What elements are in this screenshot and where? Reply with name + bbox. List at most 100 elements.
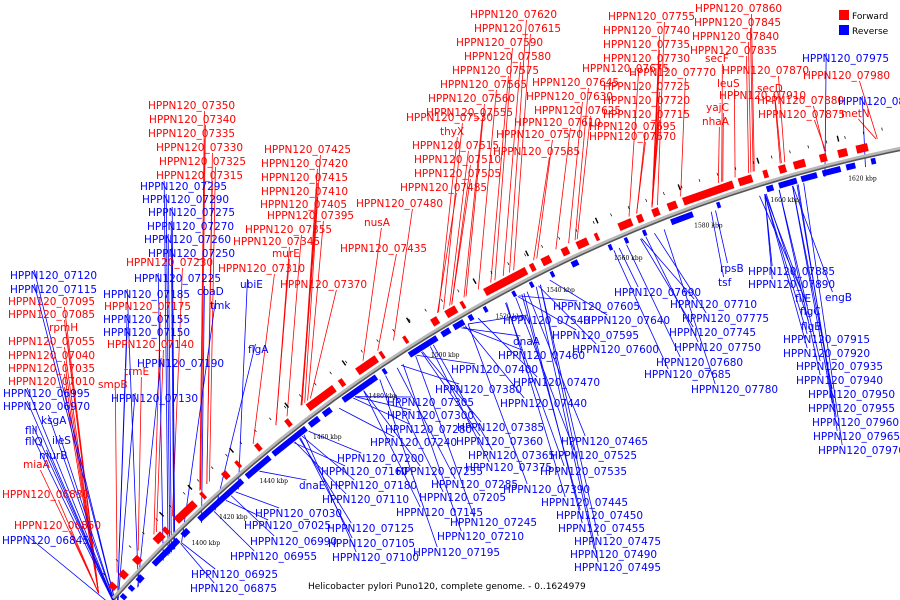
reverse-leader-line <box>759 195 803 294</box>
scale-ticks: 1400 kbp 1420 kbp 1440 kbp 1460 kbp 1480 kbp… <box>102 127 883 576</box>
scale-tick-minor <box>592 220 595 224</box>
forward-gene-label: HPPN120_07310 <box>218 263 305 275</box>
reverse-leader-line <box>259 470 307 481</box>
reverse-gene-feature <box>180 527 191 538</box>
forward-leader-line <box>114 389 118 573</box>
reverse-gene-label: HPPN120_07745 <box>669 327 756 339</box>
forward-gene-label: HPPN120_07510 <box>414 154 501 166</box>
forward-gene-feature <box>402 335 410 344</box>
scale-tick-minor <box>440 298 443 302</box>
forward-gene-label: HPPN120_07870 <box>722 65 809 77</box>
reverse-leader-line <box>338 407 395 438</box>
reverse-gene-label: HPPN120_07115 <box>10 284 97 296</box>
reverse-leader-line <box>165 193 171 554</box>
scale-label: 1560 kbp <box>614 255 643 262</box>
reverse-gene-label: ksgA <box>41 415 67 427</box>
reverse-gene-label: HPPN120_06925 <box>191 569 278 581</box>
reverse-gene-label: HPPN120_07305 <box>387 397 474 409</box>
scale-label: 1500 kbp <box>431 352 460 359</box>
reverse-gene-feature <box>821 166 842 177</box>
forward-leader-line <box>751 13 755 172</box>
reverse-leader-line <box>764 194 808 335</box>
forward-gene-label: HPPN120_06880 <box>2 489 89 501</box>
reverse-gene-label: HPPN120_07185 <box>103 289 190 301</box>
scale-label: 1600 kbp <box>771 197 800 204</box>
reverse-leader-line <box>663 229 716 385</box>
forward-gene-feature <box>107 581 118 592</box>
forward-gene-feature <box>378 350 386 360</box>
reverse-leader-line <box>308 430 362 454</box>
reverse-leader-line <box>25 534 106 600</box>
reverse-gene-label: HPPN120_07955 <box>808 403 895 415</box>
forward-gene-feature <box>152 531 166 545</box>
reverse-gene-label: HPPN120_07125 <box>327 523 414 535</box>
reverse-gene-label: HPPN120_07680 <box>656 357 743 369</box>
forward-leader-line <box>773 93 781 164</box>
reverse-leader-line <box>432 344 493 451</box>
forward-leader-line <box>477 89 497 290</box>
forward-leader-line <box>651 119 660 208</box>
forward-gene-label: HPPN120_07345 <box>233 236 320 248</box>
reverse-leader-line <box>33 269 116 600</box>
reverse-leader-line <box>792 185 833 293</box>
scale-tick-major <box>158 511 165 517</box>
reverse-gene-label: HPPN120_07190 <box>137 358 224 370</box>
reverse-gene-label: HPPN120_07150 <box>103 327 190 339</box>
scale-tick-minor <box>102 572 106 576</box>
reverse-gene-label: rpsB <box>720 263 744 275</box>
forward-gene-label: HPPN120_07570 <box>496 129 583 141</box>
reverse-gene-label: HPPN120_07130 <box>111 393 198 405</box>
reverse-gene-label: HPPN120_07100 <box>332 552 419 564</box>
forward-gene-label: HPPN120_07350 <box>148 100 235 112</box>
reverse-gene-label: HPPN120_07780 <box>691 384 778 396</box>
forward-gene-label: HPPN120_07055 <box>8 336 95 348</box>
forward-gene-feature <box>220 470 231 481</box>
forward-gene-label: HPPN120_07845 <box>694 17 781 29</box>
forward-gene-label: HPPN120_07035 <box>8 363 95 375</box>
forward-gene-feature <box>528 262 537 272</box>
forward-gene-label: HPPN120_07620 <box>470 9 557 21</box>
scale-tick-minor <box>752 161 755 165</box>
reverse-leader-line <box>117 392 136 600</box>
forward-leader-line <box>377 253 397 351</box>
forward-leader-line <box>721 63 723 182</box>
reverse-gene-label: HPPN120_06845 <box>2 535 89 547</box>
forward-leader-line <box>137 376 142 551</box>
reverse-gene-feature <box>381 367 388 375</box>
reverse-leader-line <box>163 180 169 556</box>
forward-leader-line <box>206 180 213 485</box>
scale-tick-minor <box>392 328 395 332</box>
scale-tick-minor <box>182 491 186 495</box>
reverse-gene-feature <box>607 243 614 251</box>
forward-gene-label: HPPN120_07405 <box>260 199 347 211</box>
forward-gene-label: HPPN120_07340 <box>149 114 236 126</box>
forward-leader-line <box>746 55 750 174</box>
reverse-gene-label: HPPN120_07030 <box>255 508 342 520</box>
forward-gene-label: HPPN120_07645 <box>532 77 619 89</box>
reverse-gene-label: HPPN120_07365 <box>468 450 555 462</box>
reverse-gene-label: HPPN120_07950 <box>808 389 895 401</box>
reverse-gene-feature <box>197 478 245 522</box>
reverse-leader-line <box>518 295 578 302</box>
forward-gene-label: HPPN120_07420 <box>261 158 348 170</box>
reverse-gene-label: flgB <box>801 321 821 333</box>
reverse-leader-line <box>618 247 639 288</box>
scale-tick-minor <box>115 559 119 562</box>
forward-gene-label: smpB <box>98 379 128 391</box>
forward-gene-feature <box>560 246 571 257</box>
reverse-gene-label: HPPN120_07455 <box>558 523 645 535</box>
scale-tick-minor <box>376 339 379 343</box>
forward-gene-feature <box>540 254 553 267</box>
forward-gene-label: HPPN120_07755 <box>608 11 695 23</box>
reverse-leader-line <box>402 363 462 532</box>
forward-legend-label: Forward <box>852 12 888 22</box>
reverse-leader-line <box>464 325 525 399</box>
scale-tick-minor <box>490 270 493 274</box>
scale-tick-minor <box>210 466 214 470</box>
reverse-gene-label: HPPN120_07145 <box>396 507 483 519</box>
reverse-leader-line <box>201 285 205 524</box>
reverse-leader-line <box>613 250 669 370</box>
scale-tick-minor <box>360 349 363 353</box>
forward-leader-line <box>513 33 531 271</box>
backbone-arc <box>111 146 900 600</box>
